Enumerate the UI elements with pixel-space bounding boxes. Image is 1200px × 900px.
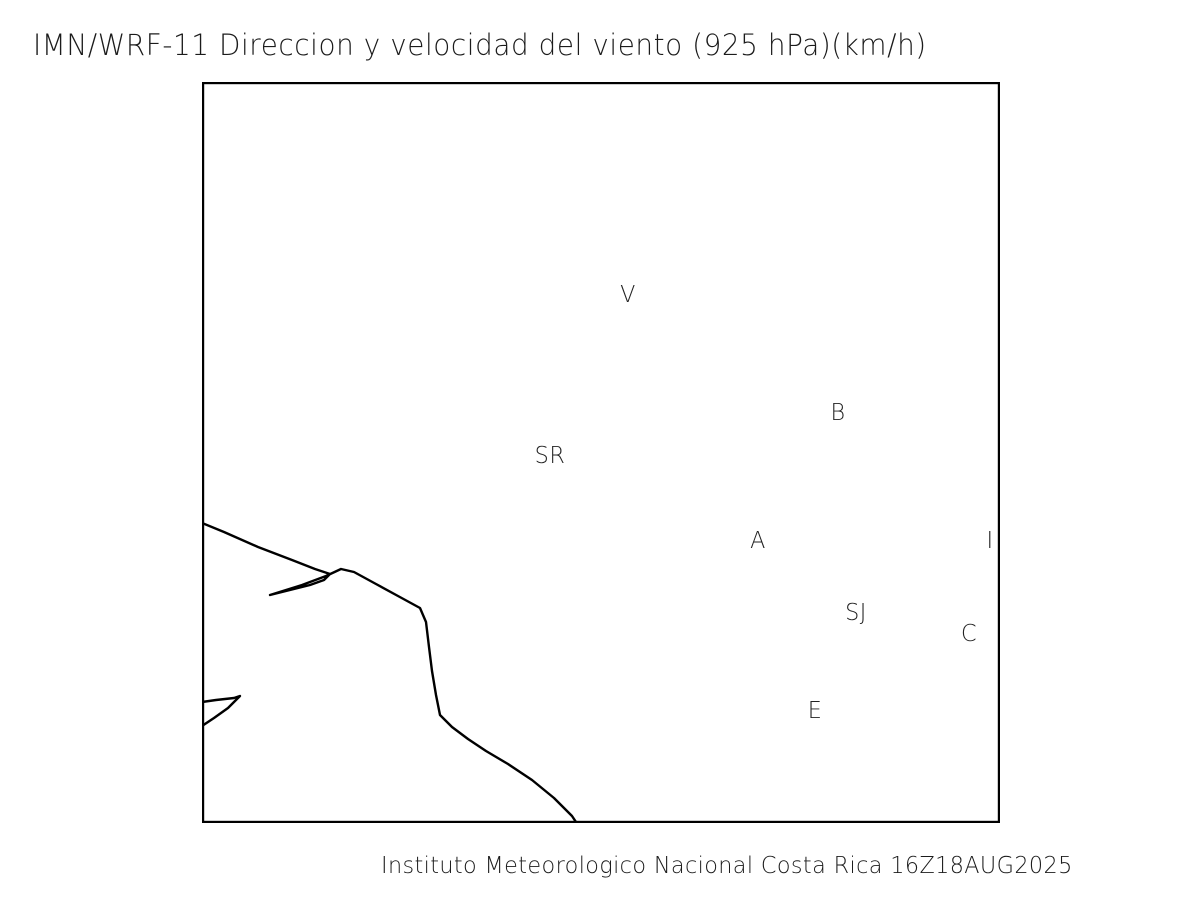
footer-attribution: Instituto Meteorologico Nacional Costa R…: [381, 853, 1073, 879]
map-frame-border: [202, 82, 1000, 823]
coastline-group: [202, 521, 579, 823]
coastline-path-0: [202, 521, 579, 823]
page-title: IMN/WRF-11 Direccion y velocidad del vie…: [33, 28, 927, 62]
map-svg: [202, 82, 1000, 823]
station-label-e[interactable]: E: [807, 698, 823, 724]
map-plot-area[interactable]: V B SR A I SJ C E: [202, 82, 1000, 823]
station-label-i[interactable]: I: [986, 528, 994, 554]
station-label-c[interactable]: C: [960, 621, 978, 647]
station-label-sr[interactable]: SR: [534, 443, 566, 469]
station-label-v[interactable]: V: [620, 282, 636, 308]
coastline-path-1: [202, 694, 242, 728]
station-label-sj[interactable]: SJ: [845, 600, 867, 626]
station-label-a[interactable]: A: [750, 528, 766, 554]
station-label-b[interactable]: B: [830, 400, 846, 426]
